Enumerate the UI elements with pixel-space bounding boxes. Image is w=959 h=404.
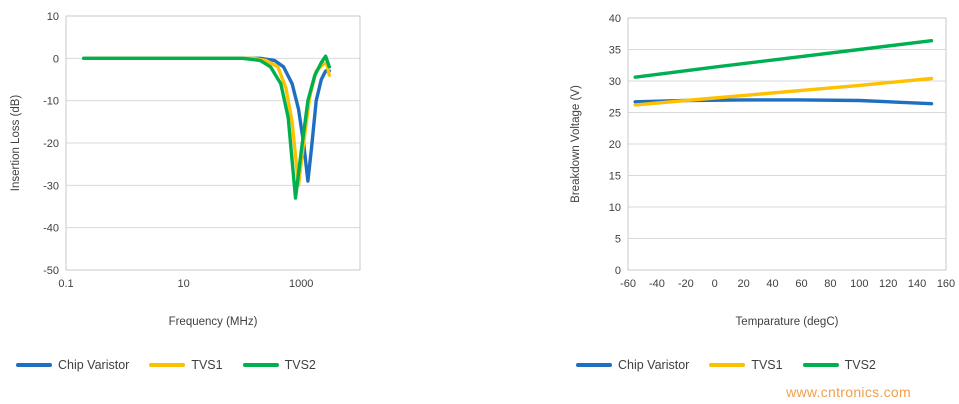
y-tick-label: 30: [609, 76, 621, 88]
y-tick-label: 25: [609, 108, 621, 120]
x-tick-label: 1000: [289, 278, 313, 290]
y-tick-label: 15: [609, 171, 621, 183]
y-tick-label: 10: [609, 202, 621, 214]
legend-item: TVS1: [149, 358, 223, 372]
legend-swatch: [242, 363, 279, 367]
legend-label: TVS2: [284, 358, 316, 372]
x-axis-title: Temparature (degC): [736, 316, 839, 328]
y-tick-label: -30: [43, 180, 59, 192]
x-tick-label: 140: [908, 278, 926, 290]
y-tick-label: -20: [43, 138, 59, 150]
y-tick-label: 20: [609, 139, 621, 151]
series-line: [633, 76, 934, 107]
y-axis-title: Insertion Loss (dB): [10, 95, 22, 192]
y-tick-label: 35: [609, 45, 621, 57]
series-line: [81, 54, 331, 200]
series-line: [633, 39, 934, 79]
y-tick-label: 40: [609, 13, 621, 25]
y-tick-label: 10: [47, 11, 59, 23]
legend-label: Chip Varistor: [618, 358, 690, 372]
watermark-text: www.cntronics.com: [786, 384, 911, 400]
y-tick-label: -10: [43, 96, 59, 108]
y-tick-label: 5: [615, 234, 621, 246]
x-tick-label: 100: [850, 278, 868, 290]
x-tick-label: 0: [712, 278, 718, 290]
legend-item: Chip Varistor: [576, 358, 689, 372]
legend-item: Chip Varistor: [16, 358, 129, 372]
x-tick-label: -20: [678, 278, 694, 290]
breakdown-voltage-chart: 0 5 10 15 20 25 30 35 40 -60 -40 -20 0 20 40 60 80 100 120…: [566, 4, 958, 372]
x-tick-label: 40: [766, 278, 778, 290]
x-tick-label: 10: [177, 278, 189, 290]
x-tick-label: 0.1: [58, 278, 73, 290]
insertion-loss-legend: Chip Varistor TVS1 TVS2: [6, 358, 378, 372]
legend-item: TVS1: [709, 358, 783, 372]
x-tick-label: 60: [795, 278, 807, 290]
legend-swatch: [576, 363, 612, 367]
x-axis-title: Frequency (MHz): [169, 316, 258, 328]
legend-item: TVS2: [242, 358, 316, 372]
y-axis-title: Breakdown Voltage (V): [570, 85, 582, 203]
insertion-loss-plot: 10 0 -10 -20 -30 -40 -500.1 10 1000 Frequency (MH…: [10, 11, 361, 328]
legend-label: TVS2: [844, 358, 876, 372]
x-tick-label: -60: [620, 278, 636, 290]
legend-swatch: [149, 363, 186, 367]
legend-label: Chip Varistor: [58, 358, 130, 372]
y-tick-label: -50: [43, 265, 59, 277]
breakdown-voltage-legend: Chip Varistor TVS1 TVS2: [566, 358, 958, 372]
x-tick-label: 80: [824, 278, 836, 290]
x-tick-label: 160: [937, 278, 955, 290]
y-tick-label: 0: [615, 265, 621, 277]
x-tick-label: 20: [738, 278, 750, 290]
y-tick-label: 0: [53, 53, 59, 65]
legend-swatch: [802, 363, 839, 367]
legend-label: TVS1: [191, 358, 223, 372]
legend-swatch: [16, 363, 52, 367]
x-tick-label: 120: [879, 278, 897, 290]
legend-item: TVS2: [802, 358, 876, 372]
x-tick-label: -40: [649, 278, 665, 290]
y-tick-label: -40: [43, 223, 59, 235]
legend-swatch: [709, 363, 746, 367]
insertion-loss-chart: 10 0 -10 -20 -30 -40 -50 0.1 10 1000 Frequency (MH…: [6, 4, 378, 372]
legend-label: TVS1: [751, 358, 783, 372]
breakdown-voltage-plot: 0 5 10 15 20 25 30 35 40 -60 -40 -20 0 20 40 60 80 100 120…: [570, 13, 955, 328]
